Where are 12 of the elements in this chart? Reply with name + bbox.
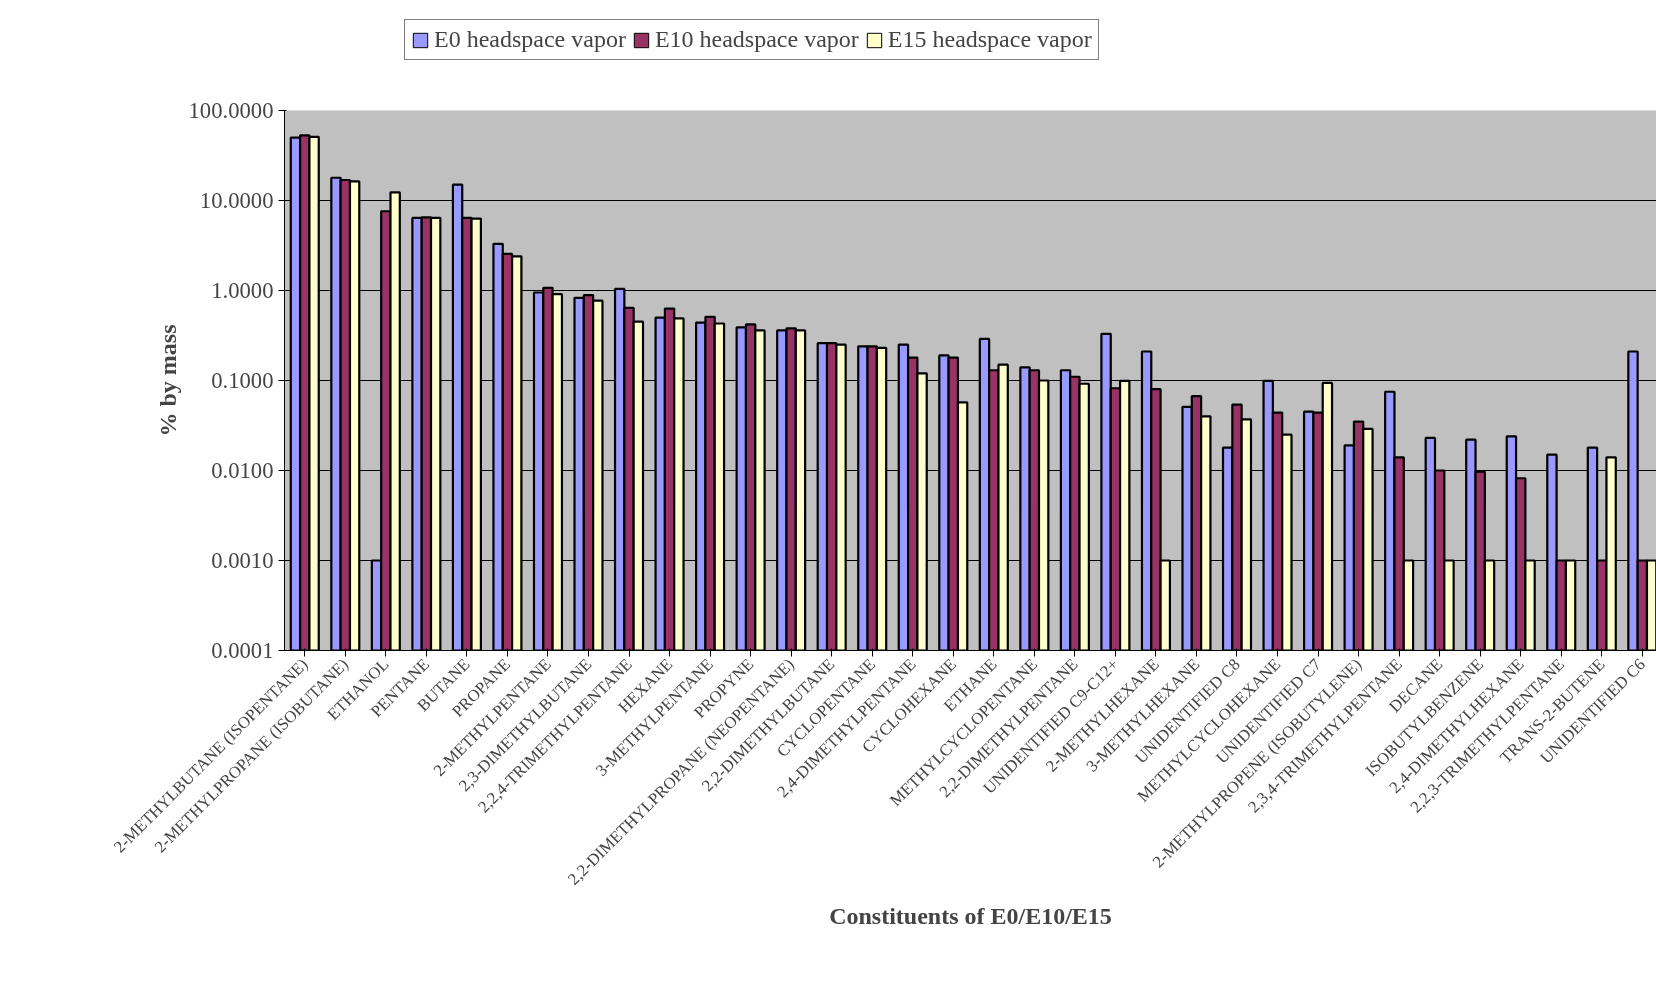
y-tick-label: 1.0000 <box>211 278 274 303</box>
y-tick-label: 0.0001 <box>211 638 274 663</box>
x-axis-title: Constituents of E0/E10/E15 <box>829 903 1112 930</box>
legend-label: E15 headspace vapor <box>887 26 1092 53</box>
y-axis-title: % by mass <box>154 324 181 437</box>
y-tick-label: 0.1000 <box>211 368 274 393</box>
y-tick-label: 100.0000 <box>188 98 274 123</box>
y-tick-label: 0.0010 <box>211 548 274 573</box>
legend-label: E10 headspace vapor <box>654 26 859 53</box>
y-tick-label: 10.0000 <box>199 188 274 213</box>
y-tick-label: 0.0100 <box>211 458 274 483</box>
legend-label: E0 headspace vapor <box>434 26 626 53</box>
